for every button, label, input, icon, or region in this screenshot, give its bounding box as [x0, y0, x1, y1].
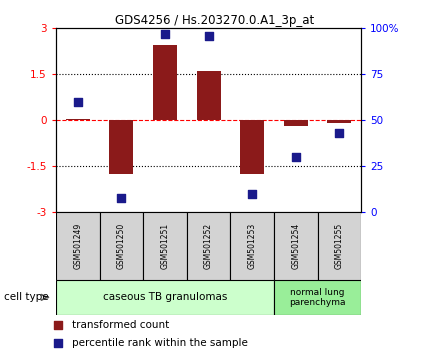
Point	[74, 99, 81, 105]
Point	[118, 195, 125, 200]
Point	[249, 191, 255, 197]
Text: GSM501255: GSM501255	[335, 223, 344, 269]
Text: GDS4256 / Hs.203270.0.A1_3p_at: GDS4256 / Hs.203270.0.A1_3p_at	[115, 14, 315, 27]
Bar	[274, 212, 318, 280]
Bar	[109, 120, 133, 174]
Point	[205, 33, 212, 39]
Point	[54, 322, 61, 328]
Bar	[274, 280, 361, 315]
Text: GSM501249: GSM501249	[73, 223, 82, 269]
Bar	[153, 45, 177, 120]
Bar	[56, 212, 99, 280]
Text: percentile rank within the sample: percentile rank within the sample	[72, 338, 248, 348]
Bar	[99, 212, 143, 280]
Bar	[318, 212, 361, 280]
Bar	[284, 120, 308, 126]
Text: GSM501253: GSM501253	[248, 223, 257, 269]
Point	[54, 340, 61, 346]
Bar	[240, 120, 264, 174]
Text: GSM501254: GSM501254	[291, 223, 300, 269]
Text: transformed count: transformed count	[72, 320, 169, 330]
Bar	[197, 71, 221, 120]
Bar	[327, 120, 351, 123]
Bar	[143, 212, 187, 280]
Text: GSM501251: GSM501251	[160, 223, 169, 269]
Text: GSM501250: GSM501250	[117, 223, 126, 269]
Bar	[66, 119, 90, 120]
Text: cell type: cell type	[4, 292, 49, 302]
Point	[336, 130, 343, 136]
Text: caseous TB granulomas: caseous TB granulomas	[103, 292, 227, 302]
Bar	[187, 212, 230, 280]
Text: normal lung
parenchyma: normal lung parenchyma	[289, 288, 346, 307]
Bar	[56, 280, 274, 315]
Point	[162, 31, 169, 37]
Text: GSM501252: GSM501252	[204, 223, 213, 269]
Bar	[230, 212, 274, 280]
Point	[292, 154, 299, 160]
